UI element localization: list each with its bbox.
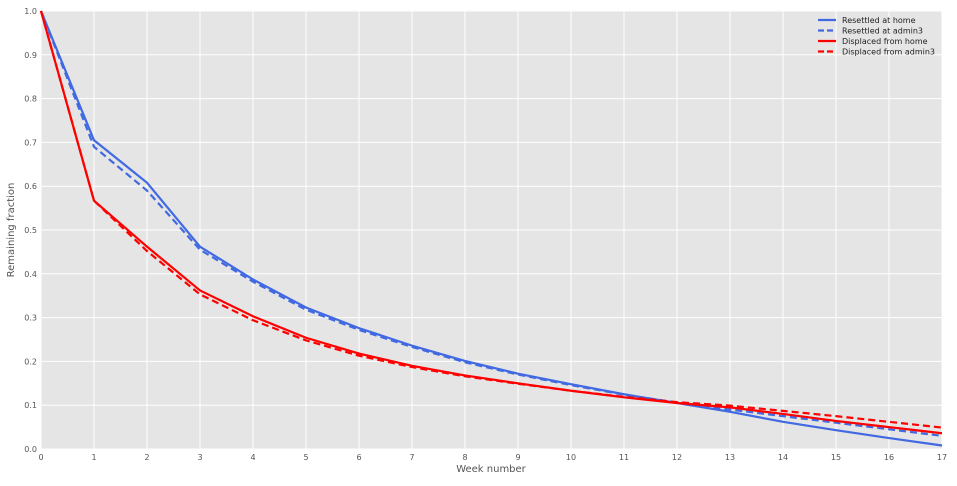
y-tick-label: 0.7 (24, 138, 37, 147)
x-tick-label: 14 (778, 453, 788, 462)
legend-label: Displaced from home (842, 37, 928, 46)
x-tick-label: 0 (38, 453, 43, 462)
series-lines (39, 10, 943, 447)
x-tick-label: 11 (619, 453, 629, 462)
grid-lines (40, 10, 943, 450)
y-tick-label: 0.6 (24, 182, 37, 191)
x-tick-label: 16 (884, 453, 894, 462)
x-axis-label: Week number (456, 464, 526, 475)
x-tick-label: 15 (831, 453, 841, 462)
y-tick-label: 0.4 (24, 270, 37, 279)
y-tick-label: 0.1 (24, 401, 37, 410)
y-tick-label: 0.5 (24, 226, 37, 235)
x-tick-label: 5 (303, 453, 308, 462)
series-line-2 (39, 10, 943, 437)
x-tick-labels: 0 1 2 3 4 5 6 7 8 9 10 11 12 13 14 15 16 17 (38, 453, 947, 462)
x-tick-label: 10 (566, 453, 576, 462)
y-tick-labels: 0.0 0.1 0.2 0.3 0.4 0.5 0.6 0.7 0.8 0.9 1.0 (24, 7, 37, 454)
x-tick-label: 12 (672, 453, 682, 462)
x-tick-label: 7 (409, 453, 414, 462)
x-tick-label: 6 (356, 453, 361, 462)
legend-label: Resettled at home (842, 16, 916, 25)
y-axis-label: Remaining fraction (6, 183, 17, 278)
x-tick-label: 13 (725, 453, 735, 462)
x-tick-label: 8 (462, 453, 467, 462)
y-tick-label: 0.9 (24, 51, 37, 60)
x-tick-label: 3 (197, 453, 202, 462)
x-tick-label: 9 (515, 453, 520, 462)
legend-label: Resettled at admin3 (842, 27, 923, 36)
x-tick-label: 4 (250, 453, 255, 462)
x-tick-label: 2 (144, 453, 149, 462)
x-tick-label: 17 (937, 453, 947, 462)
legend-label: Displaced from admin3 (842, 48, 935, 57)
x-tick-label: 1 (91, 453, 96, 462)
y-tick-label: 0.3 (24, 314, 37, 323)
series-line-4 (39, 10, 943, 429)
y-tick-label: 1.0 (24, 7, 37, 16)
y-tick-label: 0.0 (24, 445, 37, 454)
y-tick-label: 0.2 (24, 357, 37, 366)
y-tick-label: 0.8 (24, 95, 37, 104)
